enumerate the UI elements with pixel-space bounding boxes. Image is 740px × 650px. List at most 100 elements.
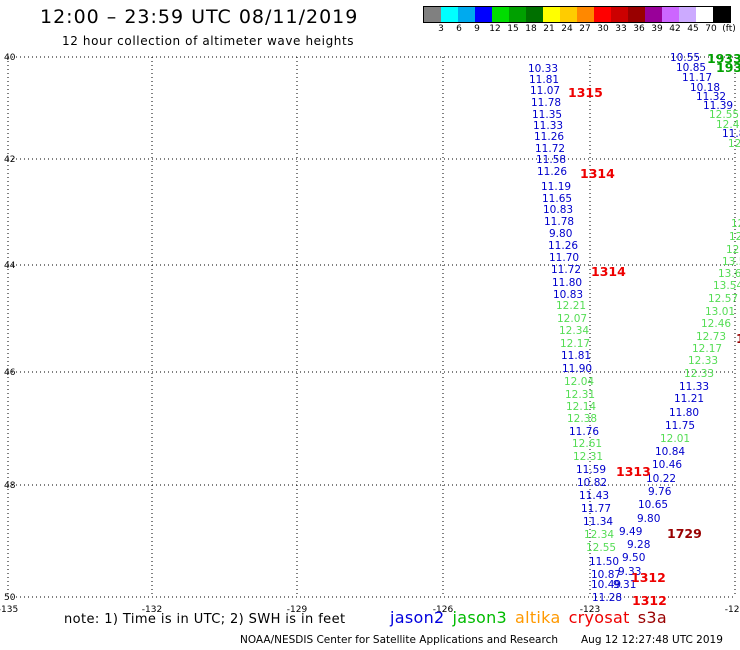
wave-height-value: 12.01 (660, 433, 690, 445)
wave-height-value: 11.26 (534, 131, 564, 143)
wave-height-value: 9.31 (613, 579, 636, 591)
wave-height-value: 9.50 (622, 552, 645, 564)
wave-height-value: 11.65 (542, 193, 572, 205)
wave-height-value: 12.57 (708, 293, 738, 305)
wave-height-value: 10.83 (553, 289, 583, 301)
lat-label: 50 (4, 593, 16, 603)
wave-height-value: 11.81 (529, 74, 559, 86)
wave-height-value: 12 (728, 138, 740, 150)
wave-height-value: 11.78 (531, 97, 561, 109)
wave-height-value: 11.58 (536, 154, 566, 166)
wave-height-value: 11.72 (535, 143, 565, 155)
wave-height-value: 11.35 (532, 109, 562, 121)
scale-swatch (509, 7, 526, 22)
pass-time-label: 1 (736, 331, 740, 346)
wave-height-value: 12.21 (556, 300, 586, 312)
pass-time-label: 1312 (632, 593, 667, 608)
wave-height-value: 12.61 (572, 438, 602, 450)
wave-height-value: 9.76 (648, 486, 672, 498)
lon-label: -120 (725, 605, 740, 615)
scale-swatch (577, 7, 594, 22)
wave-height-value: 10.18 (690, 82, 720, 94)
scale-swatch (560, 7, 577, 22)
wave-height-value: 12.31 (573, 451, 603, 463)
wave-height-value: 9.33 (618, 566, 641, 578)
footer-note: note: 1) Time is in UTC; 2) SWH is in fe… (64, 612, 346, 627)
wave-height-value: 12.17 (560, 338, 590, 350)
lon-label: -132 (142, 605, 162, 615)
wave-height-value: 11.80 (552, 277, 582, 289)
footer-credit: NOAA/NESDIS Center for Satellite Applica… (240, 634, 558, 646)
satellite-legend-item: cryosat (568, 608, 630, 627)
wave-height-value: 11.19 (541, 181, 571, 193)
pass-time-label: 1312 (631, 570, 666, 585)
satellite-legend-item: jason2 (390, 608, 445, 627)
wave-height-value: 11.59 (576, 464, 606, 476)
page-subtitle: 12 hour collection of altimeter wave hei… (62, 34, 355, 48)
wave-height-value: 10.46 (652, 459, 682, 471)
wave-height-value: 9.80 (549, 228, 572, 240)
scale-swatch (696, 7, 713, 22)
wave-height-value: 12.55 (586, 542, 616, 554)
satellite-legend-item: s3a (637, 608, 667, 627)
wave-height-value: 11.78 (544, 216, 574, 228)
wave-height-value: 12.55 (709, 109, 739, 121)
pass-time-label: 1314 (580, 166, 615, 181)
scale-label: 3 (438, 24, 444, 34)
scale-label: 70 (705, 24, 717, 34)
scale-label: 33 (615, 24, 627, 34)
scale-swatch (594, 7, 611, 22)
scale-label: 6 (456, 24, 462, 34)
scale-swatch (492, 7, 509, 22)
pass-time-label: 1729 (667, 526, 702, 541)
wave-height-value: 12.14 (566, 401, 596, 413)
wave-height-value: 9.80 (637, 513, 660, 525)
scale-label: 24 (561, 24, 573, 34)
scale-label: (ft) (722, 24, 736, 34)
scale-label: 30 (597, 24, 609, 34)
wave-height-value: 11.39 (703, 100, 733, 112)
lat-label: 46 (4, 368, 16, 378)
wave-height-value: 11.81 (561, 350, 591, 362)
wave-height-value: 12. (726, 244, 740, 256)
lat-label: 44 (4, 261, 16, 271)
wave-height-value: 11.17 (682, 72, 712, 84)
color-scale-legend: 3 6 9 12 15 18 21 24 27 30 33 36 39 42 45 70 (ft) (423, 6, 736, 35)
scale-swatch (526, 7, 543, 22)
scale-label: 9 (474, 24, 480, 34)
wave-height-value: 10.65 (638, 499, 668, 511)
scale-swatch (475, 7, 492, 22)
wave-height-value: 11.21 (674, 393, 704, 405)
scale-swatch (543, 7, 560, 22)
pass-time-label: 193 (716, 60, 740, 75)
scale-swatch (441, 7, 458, 22)
wave-height-value: 11.70 (549, 252, 579, 264)
wave-height-value: 13.01 (705, 306, 735, 318)
wave-height-value: 11.76 (569, 426, 599, 438)
wave-height-value: 11.07 (530, 85, 560, 97)
scale-label: 18 (525, 24, 537, 34)
scale-swatch (713, 7, 730, 22)
scale-swatch (645, 7, 662, 22)
wave-height-value: 10.83 (543, 204, 573, 216)
wave-height-value: 10.33 (528, 63, 558, 75)
wave-height-value: 13.6 (718, 268, 740, 280)
scale-swatch (458, 7, 475, 22)
page-title: 12:00 – 23:59 UTC 08/11/2019 (40, 6, 359, 28)
wave-height-value: 11.80 (669, 407, 699, 419)
scale-swatch (611, 7, 628, 22)
wave-height-value: 10.55 (670, 52, 700, 64)
lon-label: -135 (0, 605, 18, 615)
scale-label: 39 (651, 24, 663, 34)
wave-height-value: 10.87 (591, 569, 621, 581)
wave-height-value: 12.46 (716, 119, 740, 131)
scale-label: 12 (489, 24, 501, 34)
lat-label: 42 (4, 155, 15, 165)
lat-label: 48 (4, 481, 16, 491)
wave-height-value: 13.5 (722, 256, 740, 268)
wave-height-value: 11.90 (562, 363, 592, 375)
wave-height-value: 10.82 (577, 477, 607, 489)
scale-label: 21 (543, 24, 555, 34)
footer-timestamp: Aug 12 12:27:48 UTC 2019 (581, 634, 723, 646)
